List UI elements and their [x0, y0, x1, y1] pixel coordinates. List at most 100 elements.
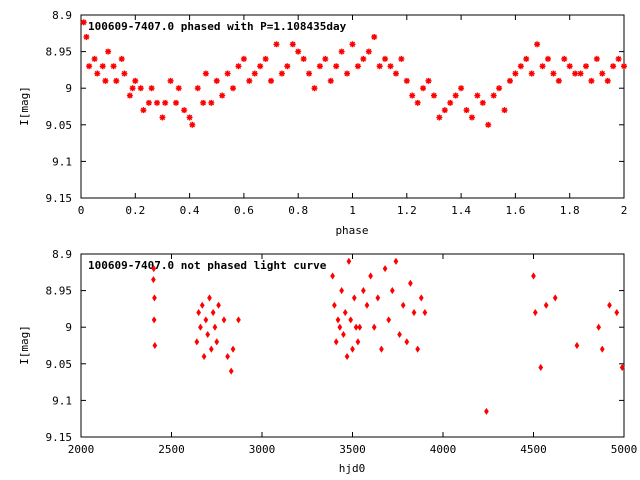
data-point: [113, 77, 120, 84]
data-point: [418, 294, 424, 302]
data-point: [332, 301, 337, 309]
data-point: [186, 114, 193, 121]
data-point: [506, 77, 513, 84]
data-point: [159, 114, 166, 121]
x-tick-label: 0.6: [234, 204, 254, 217]
y-tick-label: 9.15: [46, 431, 73, 444]
data-point: [322, 55, 329, 62]
data-point: [342, 309, 348, 317]
data-point: [371, 33, 378, 40]
data-point: [531, 272, 536, 280]
data-point: [479, 99, 486, 106]
data-point: [230, 85, 237, 92]
data-point: [550, 70, 557, 77]
data-point: [566, 63, 573, 70]
data-point: [236, 316, 241, 324]
data-point: [219, 92, 226, 99]
data-point: [458, 85, 465, 92]
data-point: [80, 19, 87, 26]
data-point: [408, 279, 413, 287]
axis-ticks: 0 0.2 0.4 0.6 0.8 1 1.2 1.4 1.6 1.8 2 8.9 8.95 9 9.05 9…: [46, 9, 628, 217]
data-point: [534, 41, 541, 48]
data-point: [208, 99, 215, 106]
y-tick-label: 9.05: [46, 358, 73, 371]
data-point: [574, 341, 580, 350]
data-point: [371, 323, 377, 331]
data-point: [200, 99, 207, 106]
data-point: [572, 70, 579, 77]
y-tick-label: 9.15: [46, 192, 73, 205]
data-point: [140, 107, 147, 114]
data-point: [194, 85, 201, 92]
x-tick-label: 0.4: [180, 204, 200, 217]
data-point: [224, 70, 231, 77]
data-point: [346, 257, 352, 265]
data-point: [400, 301, 406, 309]
data-point: [257, 63, 264, 70]
data-point: [86, 63, 93, 70]
data-point: [415, 345, 421, 353]
x-tick-label: 1.4: [451, 204, 471, 217]
data-point: [151, 316, 157, 324]
data-point: [452, 92, 459, 99]
plot-frame: [80, 253, 625, 438]
data-point: [202, 70, 209, 77]
data-point: [350, 345, 355, 353]
data-point: [357, 323, 363, 331]
data-point: [118, 55, 125, 62]
data-point: [216, 301, 221, 309]
data-point: [348, 316, 354, 324]
data-point: [148, 85, 155, 92]
data-point: [196, 309, 202, 317]
data-point: [447, 99, 454, 106]
data-point: [213, 77, 220, 84]
chart-title: 100609-7407.0 phased with P=1.108435day: [88, 20, 347, 33]
data-point: [577, 70, 584, 77]
data-point: [295, 48, 302, 55]
data-point: [208, 345, 214, 353]
data-point: [284, 63, 291, 70]
data-point: [203, 316, 209, 324]
data-point: [376, 63, 383, 70]
data-point: [126, 92, 133, 99]
data-point: [615, 55, 622, 62]
x-tick-label: 4500: [520, 443, 547, 456]
data-points: [80, 19, 627, 128]
data-point: [351, 294, 357, 302]
data-point: [235, 63, 242, 70]
data-point: [262, 55, 269, 62]
x-tick-label: 1.8: [560, 204, 580, 217]
y-tick-label: 9: [65, 321, 72, 334]
data-point: [389, 287, 395, 295]
data-point: [538, 363, 544, 372]
data-point: [152, 341, 158, 350]
data-point: [614, 309, 620, 317]
data-point: [404, 338, 410, 346]
data-point: [151, 276, 156, 284]
data-point: [430, 92, 437, 99]
y-tick-label: 9.1: [52, 155, 72, 168]
data-point: [375, 294, 381, 302]
data-point: [621, 63, 627, 70]
data-point: [512, 70, 519, 77]
data-point: [327, 77, 334, 84]
data-point: [599, 345, 605, 353]
data-point: [145, 99, 152, 106]
data-point: [425, 77, 432, 84]
data-point: [397, 330, 402, 339]
data-point: [225, 352, 230, 361]
data-point: [364, 301, 370, 309]
data-point: [273, 41, 280, 48]
x-tick-label: 3500: [339, 443, 366, 456]
y-tick-label: 9.05: [46, 119, 73, 132]
y-axis-label: I[mag]: [18, 86, 31, 126]
data-point: [212, 323, 218, 331]
data-point: [463, 107, 470, 114]
data-point: [162, 99, 169, 106]
data-point: [152, 294, 157, 302]
data-point: [151, 265, 157, 273]
y-tick-label: 8.95: [46, 46, 73, 59]
data-point: [173, 99, 180, 106]
data-point: [403, 77, 410, 84]
